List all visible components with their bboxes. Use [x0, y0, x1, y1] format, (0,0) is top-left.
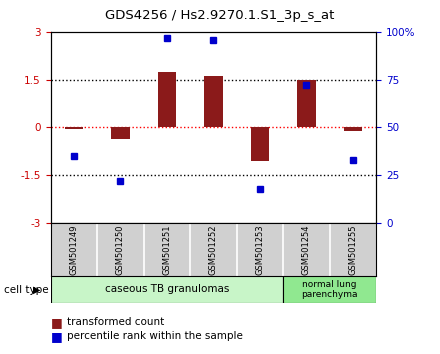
- Text: GSM501251: GSM501251: [162, 224, 172, 275]
- Text: normal lung
parenchyma: normal lung parenchyma: [301, 280, 358, 299]
- Text: ▶: ▶: [33, 285, 40, 295]
- Bar: [111, 127, 130, 139]
- Text: GDS4256 / Hs2.9270.1.S1_3p_s_at: GDS4256 / Hs2.9270.1.S1_3p_s_at: [105, 9, 335, 22]
- Bar: [51, 276, 283, 303]
- Text: cell type: cell type: [4, 285, 49, 295]
- Text: ■: ■: [51, 330, 62, 343]
- Bar: [297, 80, 316, 127]
- Text: GSM501255: GSM501255: [348, 224, 357, 275]
- Text: GSM501254: GSM501254: [302, 224, 311, 275]
- Text: ■: ■: [51, 316, 62, 329]
- Text: caseous TB granulomas: caseous TB granulomas: [105, 284, 229, 295]
- Bar: [251, 127, 269, 161]
- Text: transformed count: transformed count: [67, 317, 165, 327]
- Bar: [344, 127, 362, 131]
- Text: GSM501252: GSM501252: [209, 224, 218, 275]
- Text: GSM501250: GSM501250: [116, 224, 125, 275]
- Bar: [204, 76, 223, 127]
- Text: percentile rank within the sample: percentile rank within the sample: [67, 331, 243, 341]
- Text: GSM501249: GSM501249: [70, 224, 78, 275]
- Bar: [283, 276, 376, 303]
- Text: GSM501253: GSM501253: [255, 224, 264, 275]
- Bar: [158, 72, 176, 127]
- Bar: [65, 127, 83, 129]
